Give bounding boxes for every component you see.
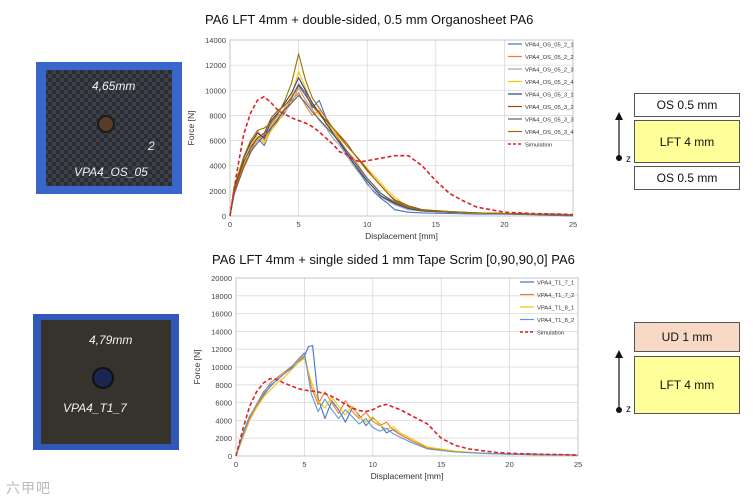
- series-line-vpa4-os-05-2-1: [229, 83, 574, 217]
- x-tick-label: 5: [302, 460, 306, 469]
- y-tick-label: 16000: [211, 310, 232, 319]
- legend-label: VPA4_OS_05_2_3: [525, 68, 574, 74]
- y-tick-label: 18000: [211, 292, 232, 301]
- top-z-label: z: [626, 154, 631, 164]
- y-tick-label: 0: [228, 452, 232, 461]
- top-layer-lft: LFT 4 mm: [634, 120, 740, 163]
- series-line-vpa4-os-05-2-4: [229, 70, 574, 217]
- y-tick-label: 6000: [215, 399, 232, 408]
- series-line-vpa4-t1-8-2: [235, 352, 579, 457]
- bottom-force-displacement-chart: 0 2000 4000 6000 8000 10000 12000 14000 16000 180…: [192, 274, 582, 481]
- x-tick-label: 20: [500, 220, 508, 229]
- x-tick-label: 25: [569, 220, 577, 229]
- top-photo-specimen-label: VPA4_OS_05: [74, 165, 148, 179]
- series-line-simulation: [229, 95, 574, 217]
- legend-label: VPA4_OS_05_3_4: [525, 130, 574, 136]
- y-tick-label: 12000: [205, 61, 226, 70]
- series-line-vpa4-os-05-3-4: [229, 53, 574, 217]
- bottom-photo-thickness-label: 4,79mm: [89, 333, 132, 347]
- legend-label: VPA4_T1_7_1: [537, 281, 574, 287]
- bottom-specimen-photo: 4,79mm VPA4_T1_7: [33, 314, 179, 450]
- y-tick-label: 2000: [215, 434, 232, 443]
- legend-label: VPA4_OS_05_3_1: [525, 93, 574, 99]
- legend-label: Simulation: [537, 331, 564, 337]
- y-tick-label: 8000: [209, 111, 226, 120]
- y-tick-label: 4000: [209, 162, 226, 171]
- x-axis-label: Displacement [mm]: [365, 231, 438, 241]
- x-tick-label: 15: [437, 460, 445, 469]
- bottom-chart-title: PA6 LFT 4mm + single sided 1 mm Tape Scr…: [212, 252, 575, 267]
- y-tick-label: 12000: [211, 345, 232, 354]
- y-tick-label: 10000: [205, 86, 226, 95]
- series-line-vpa4-os-05-2-2: [229, 92, 574, 217]
- legend-label: VPA4_OS_05_2_1: [525, 43, 574, 49]
- series-line-vpa4-t1-7-2: [235, 353, 579, 457]
- x-tick-label: 5: [297, 220, 301, 229]
- top-force-displacement-chart: 0 2000 4000 6000 8000 10000 12000 14000 0 5 10 15 20…: [186, 36, 577, 241]
- legend-label: VPA4_T1_8_2: [537, 318, 574, 324]
- legend-label: VPA4_OS_05_2_2: [525, 55, 574, 61]
- x-tick-label: 10: [369, 460, 377, 469]
- bottom-z-label: z: [626, 404, 631, 415]
- series-line-vpa4-t1-8-1: [235, 357, 579, 457]
- y-tick-label: 20000: [211, 274, 232, 283]
- y-tick-label: 14000: [205, 36, 226, 45]
- y-tick-label: 0: [222, 212, 226, 221]
- watermark: 六甲吧: [6, 480, 51, 496]
- y-axis-label: Force [N]: [192, 350, 202, 385]
- series-line-vpa4-t1-7-1: [235, 345, 579, 457]
- y-tick-label: 10000: [211, 363, 232, 372]
- bottom-layer-ud: UD 1 mm: [634, 322, 740, 352]
- bottom-photo-specimen-label: VPA4_T1_7: [63, 401, 128, 415]
- x-tick-label: 25: [574, 460, 582, 469]
- top-layer-os-lower: OS 0.5 mm: [634, 166, 740, 190]
- legend-label: VPA4_OS_05_3_2: [525, 105, 574, 111]
- plot-frame: [235, 277, 579, 457]
- x-tick-label: 20: [505, 460, 513, 469]
- y-tick-label: 2000: [209, 187, 226, 196]
- bottom-z-axis-arrow: z: [615, 350, 631, 415]
- legend-label: VPA4_OS_05_3_3: [525, 118, 574, 124]
- legend-label: VPA4_OS_05_2_4: [525, 80, 574, 86]
- top-specimen-photo: 4,65mm 2 VPA4_OS_05: [36, 62, 182, 194]
- top-layer-os-upper: OS 0.5 mm: [634, 93, 740, 117]
- bottom-layer-lft: LFT 4 mm: [634, 356, 740, 414]
- legend-label: VPA4_T1_7_2: [537, 293, 574, 299]
- y-tick-label: 6000: [209, 137, 226, 146]
- series-line-simulation: [235, 377, 579, 457]
- y-tick-label: 4000: [215, 416, 232, 425]
- top-photo-number-label: 2: [147, 139, 155, 153]
- legend-label: Simulation: [525, 143, 552, 149]
- top-z-axis-arrow: z: [615, 112, 631, 164]
- series-line-vpa4-os-05-3-2: [229, 84, 574, 217]
- x-axis-label: Displacement [mm]: [371, 471, 444, 481]
- x-tick-label: 10: [363, 220, 371, 229]
- y-tick-label: 14000: [211, 327, 232, 336]
- top-chart-title: PA6 LFT 4mm + double-sided, 0.5 mm Organ…: [205, 12, 534, 27]
- x-tick-label: 0: [234, 460, 238, 469]
- y-axis-label: Force [N]: [186, 111, 196, 146]
- series-line-vpa4-os-05-3-1: [229, 77, 574, 217]
- plot-frame: [229, 39, 574, 217]
- y-tick-label: 8000: [215, 381, 232, 390]
- legend-label: VPA4_T1_8_1: [537, 306, 574, 312]
- x-tick-label: 15: [432, 220, 440, 229]
- x-tick-label: 0: [228, 220, 232, 229]
- top-photo-thickness-label: 4,65mm: [92, 79, 135, 93]
